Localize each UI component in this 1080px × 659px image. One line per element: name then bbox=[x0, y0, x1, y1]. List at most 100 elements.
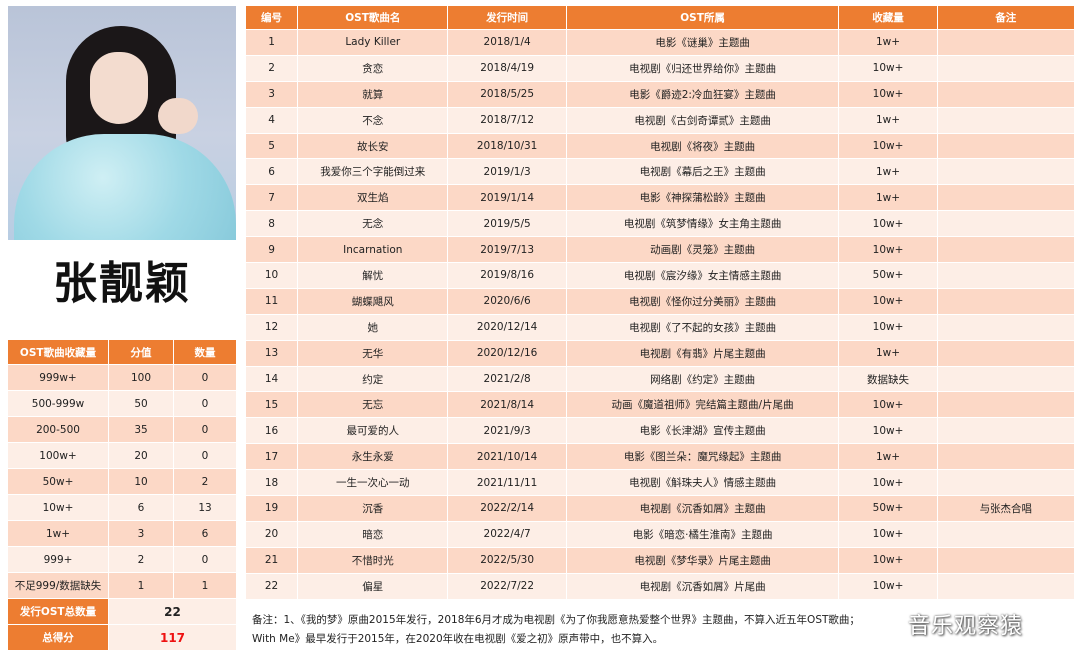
ost-table-cell: 1w+ bbox=[839, 340, 937, 366]
score-column-header: 数量 bbox=[174, 340, 236, 364]
score-table-row: 10w+ 6 13 bbox=[8, 495, 236, 520]
ost-table-cell: 网络剧《约定》主题曲 bbox=[566, 366, 839, 392]
ost-table-cell bbox=[937, 314, 1074, 340]
ost-table-cell bbox=[937, 133, 1074, 159]
score-table-cell: 0 bbox=[174, 443, 236, 468]
ost-table-cell: 2021/9/3 bbox=[448, 418, 566, 444]
ost-table-cell bbox=[937, 521, 1074, 547]
ost-table-cell: 2022/7/22 bbox=[448, 573, 566, 599]
ost-table-cell bbox=[937, 547, 1074, 573]
ost-table-cell: 永生永爱 bbox=[298, 444, 448, 470]
ost-table-cell: 电视剧《将夜》主题曲 bbox=[566, 133, 839, 159]
footnote: 备注：1、《我的梦》原曲2015年发行，2018年6月才成为电视剧《为了你我愿意… bbox=[252, 611, 1074, 649]
score-table: OST歌曲收藏量 分值 数量 999w+ 100 0 500-999w 50 0 200-500… bbox=[7, 339, 237, 651]
ost-table-cell: 无忘 bbox=[298, 392, 448, 418]
ost-table-cell: 最可爱的人 bbox=[298, 418, 448, 444]
ost-table-cell: Lady Killer bbox=[298, 30, 448, 55]
ost-table-cell: 电影《图兰朵：魔咒缘起》主题曲 bbox=[566, 444, 839, 470]
score-table-cell: 10 bbox=[109, 469, 173, 494]
ost-table-row: 21 不惜时光 2022/5/30 电视剧《梦华录》片尾主题曲 10w+ bbox=[246, 547, 1074, 573]
ost-column-header: 编号 bbox=[246, 6, 298, 29]
score-table-cell: 999+ bbox=[8, 547, 108, 572]
score-table-cell: 13 bbox=[174, 495, 236, 520]
ost-table-row: 1 Lady Killer 2018/1/4 电影《谜巢》主题曲 1w+ bbox=[246, 30, 1074, 55]
ost-table-cell: 不惜时光 bbox=[298, 547, 448, 573]
ost-table-row: 10 解忧 2019/8/16 电视剧《宸汐缘》女主情感主题曲 50w+ bbox=[246, 263, 1074, 288]
score-table-row: 999+ 2 0 bbox=[8, 547, 236, 572]
ost-table-cell: 10w+ bbox=[839, 547, 937, 573]
ost-table-cell bbox=[937, 263, 1074, 288]
ost-table-cell: 就算 bbox=[298, 81, 448, 107]
ost-column-header: 备注 bbox=[937, 6, 1074, 29]
ost-table-cell: 14 bbox=[246, 366, 298, 392]
footnote-line-2: With Me》最早发行于2015年，在2020年收在电视剧《爱之初》原声带中，… bbox=[252, 633, 664, 645]
ost-table-cell: 10w+ bbox=[839, 470, 937, 496]
ost-table-cell: 暗恋 bbox=[298, 521, 448, 547]
ost-table-cell: 10w+ bbox=[839, 314, 937, 340]
score-table-cell: 2 bbox=[109, 547, 173, 572]
summary-value: 117 bbox=[109, 625, 236, 650]
score-table-cell: 1 bbox=[109, 573, 173, 598]
ost-table-row: 22 偏星 2022/7/22 电视剧《沉香如屑》片尾曲 10w+ bbox=[246, 573, 1074, 599]
ost-table-row: 7 双生焰 2019/1/14 电影《神探蒲松龄》主题曲 1w+ bbox=[246, 185, 1074, 211]
score-table-cell: 6 bbox=[174, 521, 236, 546]
ost-table-cell bbox=[937, 392, 1074, 418]
ost-table-cell bbox=[937, 211, 1074, 237]
score-table-cell: 100 bbox=[109, 365, 173, 390]
ost-table-cell: 1w+ bbox=[839, 185, 937, 211]
ost-table-cell: 与张杰合唱 bbox=[937, 496, 1074, 521]
ost-table-cell: 1w+ bbox=[839, 107, 937, 133]
score-table-cell: 200-500 bbox=[8, 417, 108, 442]
footnote-line-1: 备注：1、《我的梦》原曲2015年发行，2018年6月才成为电视剧《为了你我愿意… bbox=[252, 614, 860, 626]
photo-hand-shape bbox=[158, 98, 198, 134]
ost-table-row: 6 我爱你三个字能倒过来 2019/1/3 电视剧《幕后之王》主题曲 1w+ bbox=[246, 159, 1074, 185]
ost-table-cell: 2018/7/12 bbox=[448, 107, 566, 133]
score-table-cell: 不足999/数据缺失 bbox=[8, 573, 108, 598]
ost-table-cell: 10w+ bbox=[839, 573, 937, 599]
ost-table-cell: 电视剧《斛珠夫人》情感主题曲 bbox=[566, 470, 839, 496]
ost-table-cell: 10w+ bbox=[839, 237, 937, 263]
ost-table-cell: 19 bbox=[246, 496, 298, 521]
ost-table-cell: 2018/5/25 bbox=[448, 81, 566, 107]
ost-table-cell bbox=[937, 55, 1074, 81]
ost-table-cell: 电视剧《了不起的女孩》主题曲 bbox=[566, 314, 839, 340]
artist-name-plate: 张靓颖 bbox=[8, 240, 236, 318]
ost-table-cell: 2020/12/16 bbox=[448, 340, 566, 366]
ost-table-cell: 不念 bbox=[298, 107, 448, 133]
ost-table-cell bbox=[937, 470, 1074, 496]
ost-table-cell: 2019/5/5 bbox=[448, 211, 566, 237]
ost-table-cell: 1w+ bbox=[839, 159, 937, 185]
ost-table-cell: 电视剧《归还世界给你》主题曲 bbox=[566, 55, 839, 81]
artist-photo bbox=[8, 6, 236, 240]
ost-table-cell: 21 bbox=[246, 547, 298, 573]
ost-table-cell: 电影《谜巢》主题曲 bbox=[566, 30, 839, 55]
score-table-cell: 1 bbox=[174, 573, 236, 598]
ost-table-cell: 10w+ bbox=[839, 211, 937, 237]
score-table-row: 200-500 35 0 bbox=[8, 417, 236, 442]
ost-table-cell: 10w+ bbox=[839, 55, 937, 81]
ost-table-cell: 电视剧《梦华录》片尾主题曲 bbox=[566, 547, 839, 573]
score-table-cell: 1w+ bbox=[8, 521, 108, 546]
ost-table-cell: 13 bbox=[246, 340, 298, 366]
artist-name: 张靓颖 bbox=[53, 258, 191, 309]
score-table-row: 不足999/数据缺失 1 1 bbox=[8, 573, 236, 598]
ost-table-cell: 蝴蝶飓风 bbox=[298, 288, 448, 314]
ost-table-cell: 4 bbox=[246, 107, 298, 133]
ost-table-cell: 我爱你三个字能倒过来 bbox=[298, 159, 448, 185]
ost-table-row: 15 无忘 2021/8/14 动画《魔道祖师》完结篇主题曲/片尾曲 10w+ bbox=[246, 392, 1074, 418]
ost-table-cell: 18 bbox=[246, 470, 298, 496]
ost-table-cell: 电视剧《幕后之王》主题曲 bbox=[566, 159, 839, 185]
total-ost-count-row: 发行OST总数量 22 bbox=[8, 599, 236, 624]
ost-column-header: OST所属 bbox=[566, 6, 839, 29]
ost-table-cell: 无华 bbox=[298, 340, 448, 366]
ost-table-row: 20 暗恋 2022/4/7 电影《暗恋·橘生淮南》主题曲 10w+ bbox=[246, 521, 1074, 547]
score-table-cell: 20 bbox=[109, 443, 173, 468]
score-table-cell: 100w+ bbox=[8, 443, 108, 468]
ost-table-row: 14 约定 2021/2/8 网络剧《约定》主题曲 数据缺失 bbox=[246, 366, 1074, 392]
ost-table: 编号 OST歌曲名 发行时间 OST所属 收藏量 备注 1 Lady Killer 2018/… bbox=[245, 5, 1075, 600]
ost-table-cell: 2019/1/3 bbox=[448, 159, 566, 185]
score-table-header: OST歌曲收藏量 分值 数量 bbox=[8, 340, 236, 364]
ost-table-cell bbox=[937, 237, 1074, 263]
ost-table-cell: 2021/2/8 bbox=[448, 366, 566, 392]
ost-table-cell bbox=[937, 81, 1074, 107]
